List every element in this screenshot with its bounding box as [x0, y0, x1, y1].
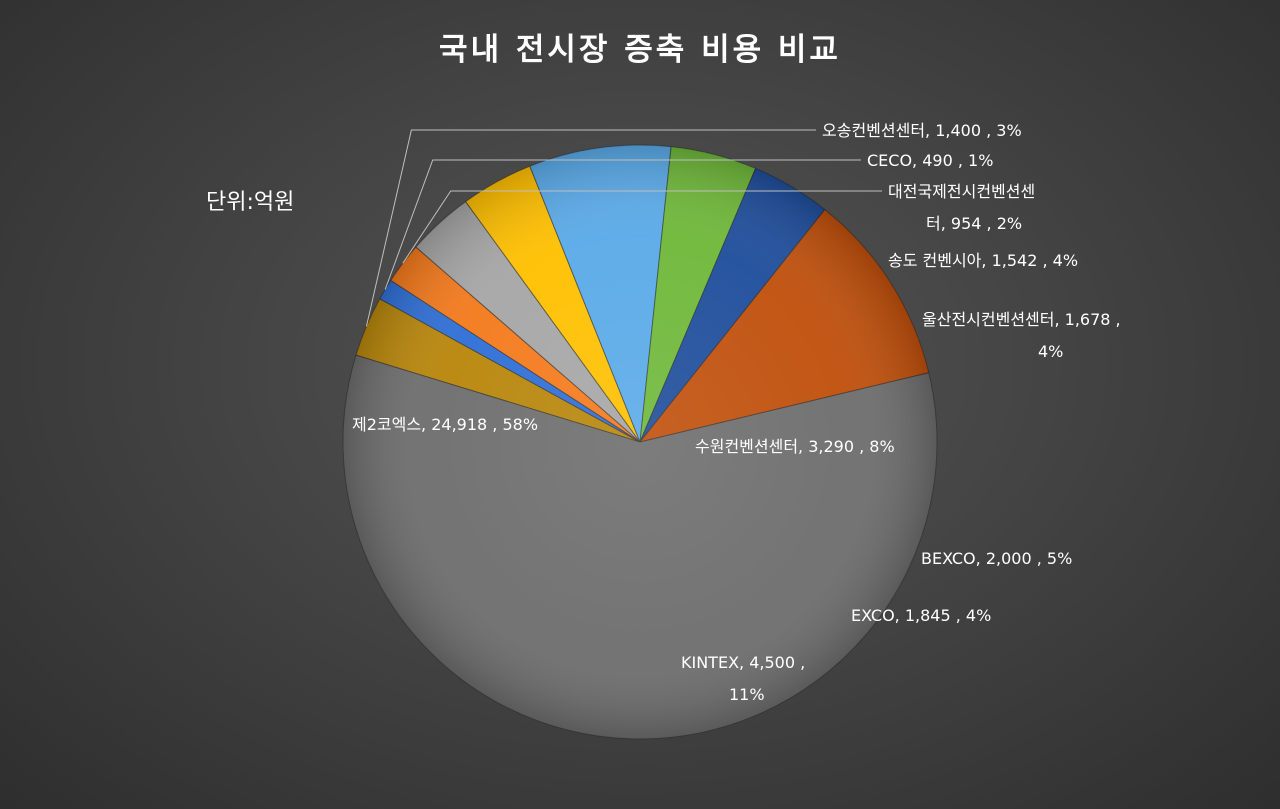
leader-line-오송컨벤션센터 [365, 129, 816, 327]
data-label-CECO: CECO, 490 , 1% [867, 151, 993, 170]
chart-title: 국내 전시장 증축 비용 비교 [439, 32, 841, 68]
data-label-오송컨벤션센터: 오송컨벤션센터, 1,400 , 3% [822, 121, 1022, 140]
leader-line-대전국제전시컨벤션센터 [402, 190, 882, 264]
data-label-대전국제전시컨벤션센터: 대전국제전시컨벤션센 터, 954 , 2% [888, 182, 1035, 233]
data-label-수원컨벤션센터: 수원컨벤션센터, 3,290 , 8% [695, 437, 895, 456]
data-label-제2코엑스: 제2코엑스, 24,918 , 58% [352, 415, 538, 434]
data-label-EXCO: EXCO, 1,845 , 4% [851, 606, 991, 625]
unit-note: 단위:억원 [206, 190, 295, 215]
data-label-송도-컨벤시아: 송도 컨벤시아, 1,542 , 4% [888, 251, 1078, 270]
leader-line-CECO [384, 159, 861, 290]
data-label-울산전시컨벤션센터: 울산전시컨벤션센터, 1,678 , 4% [922, 310, 1121, 361]
data-label-KINTEX: KINTEX, 4,500 , 11% [681, 653, 805, 704]
data-label-BEXCO: BEXCO, 2,000 , 5% [921, 549, 1072, 568]
